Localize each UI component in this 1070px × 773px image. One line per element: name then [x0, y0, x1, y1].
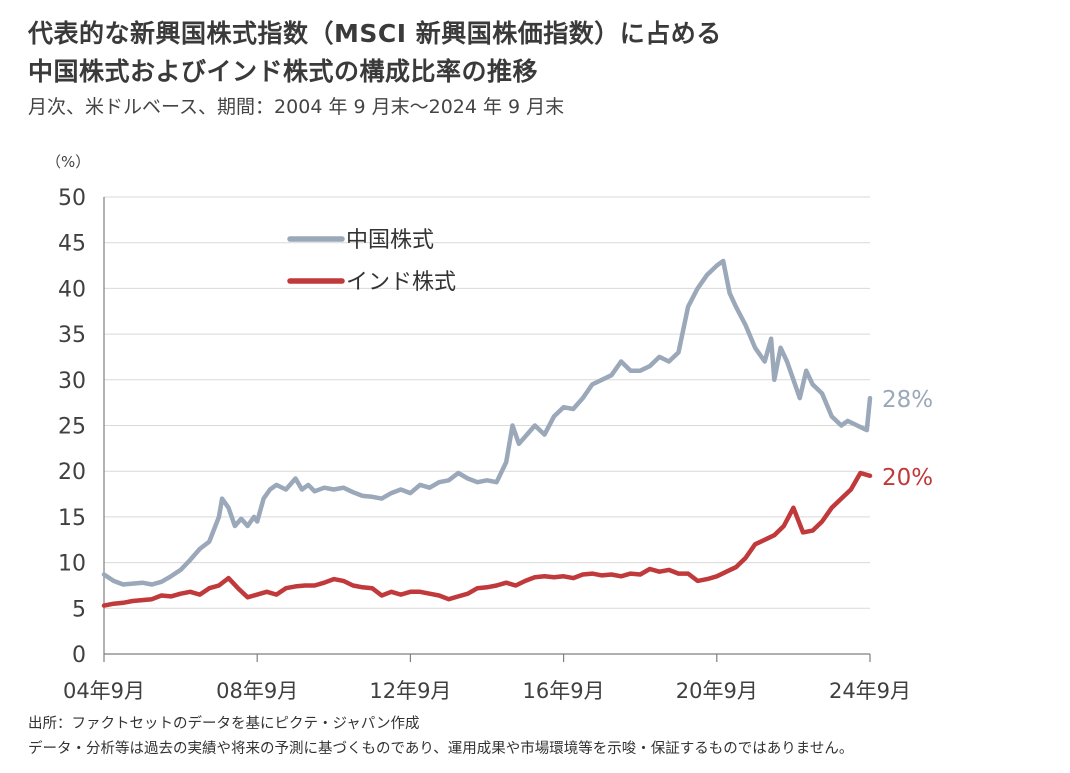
y-tick-label: 0 [72, 643, 86, 668]
y-tick-label: 45 [58, 232, 86, 257]
y-tick-label: 5 [72, 597, 86, 622]
x-tick-label: 24年9月 [829, 679, 911, 703]
chart-title-line-1: 代表的な新興国株式指数（MSCI 新興国株価指数）に占める [28, 19, 722, 48]
y-tick-label: 35 [58, 323, 86, 348]
x-tick-label: 04年9月 [63, 679, 145, 703]
line-chart: （%） 0 5 10 15 20 25 30 35 40 45 50 04年9月 08年9月 12年9月 16… [46, 153, 933, 703]
end-label-china: 28% [882, 387, 933, 413]
y-tick-label: 20 [58, 460, 86, 485]
y-tick-label: 15 [58, 506, 86, 531]
y-tick-label: 40 [58, 277, 86, 302]
legend-label-china: 中国株式 [346, 228, 434, 253]
source-note: 出所：ファクトセットのデータを基にピクテ・ジャパン作成 [28, 716, 420, 732]
x-tick-label: 12年9月 [369, 679, 451, 703]
legend-label-india: インド株式 [346, 270, 456, 295]
y-tick-label: 30 [58, 369, 86, 394]
y-tick-label: 25 [58, 415, 86, 440]
x-tick-label: 20年9月 [676, 679, 758, 703]
end-labels: 28% 20% [882, 387, 933, 491]
series-line-india [101, 470, 873, 608]
y-tick-label: 10 [58, 552, 86, 577]
disclaimer: データ・分析等は過去の実績や将来の予測に基づくものであり、運用成果や市場環境等を… [28, 741, 854, 757]
chart-title-line-2: 中国株式およびインド株式の構成比率の推移 [28, 57, 539, 86]
x-tick-label: 08年9月 [216, 679, 298, 703]
series-line-china [101, 258, 873, 587]
y-axis-unit-label: （%） [46, 153, 90, 171]
series-lines [101, 258, 873, 608]
chart-subtitle: 月次、米ドルベース、期間：2004 年 9 月末～2024 年 9 月末 [28, 96, 565, 118]
axes: （%） 0 5 10 15 20 25 30 35 40 45 50 04年9月 08年9月 12年9月 16… [46, 153, 911, 703]
end-label-india: 20% [882, 465, 933, 491]
y-tick-label: 50 [58, 186, 86, 211]
x-tick-label: 16年9月 [523, 679, 605, 703]
